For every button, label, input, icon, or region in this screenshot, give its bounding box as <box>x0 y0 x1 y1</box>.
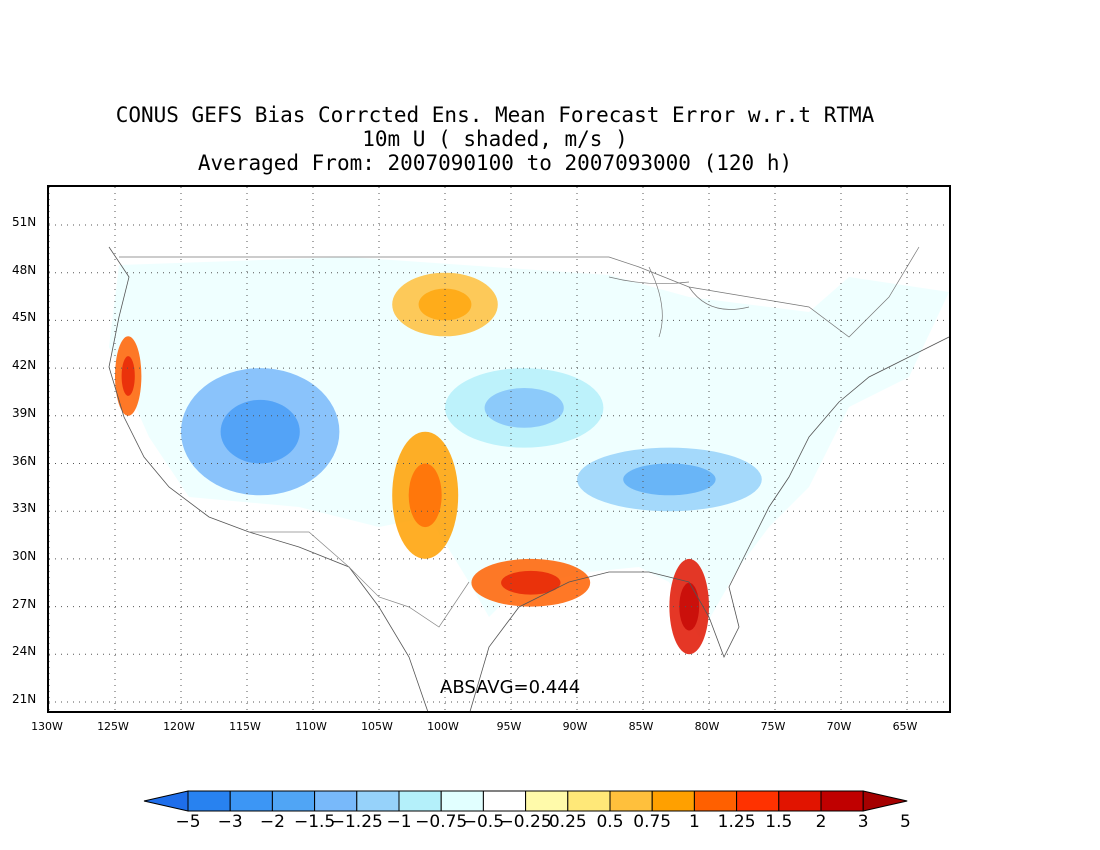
colorbar-box <box>356 790 400 812</box>
mexico-border <box>249 531 470 628</box>
colorbar <box>143 790 908 812</box>
colorbar-tick-label: 1 <box>688 812 700 832</box>
colorbar-tick-label: 0.25 <box>548 812 587 832</box>
map-title-line-3: Averaged From: 2007090100 to 2007093000 … <box>197 151 793 175</box>
colorbar-tick-label: −1 <box>386 812 412 832</box>
error-core-southern-plains-positive <box>408 463 442 528</box>
colorbar-tick-label: −0.5 <box>462 812 505 832</box>
lon-tick-label: 75W <box>760 720 786 733</box>
colorbar-tick-label: −0.25 <box>499 812 552 832</box>
lon-tick-label: 80W <box>694 720 720 733</box>
lon-tick-label: 110W <box>295 720 327 733</box>
colorbar-box <box>525 790 569 812</box>
lat-tick-label: 21N <box>12 692 37 706</box>
lon-tick-label: 65W <box>892 720 918 733</box>
colorbar-tick-label: 5 <box>899 812 911 832</box>
error-core-california-coast-positive <box>121 356 135 396</box>
forecast-error-map <box>49 187 949 711</box>
colorbar-box <box>736 790 780 812</box>
colorbar-box <box>609 790 653 812</box>
colorbar-box <box>398 790 442 812</box>
error-core-florida-positive <box>679 582 700 631</box>
lat-tick-label: 33N <box>12 501 37 516</box>
colorbar-tick-label: −2 <box>259 812 285 832</box>
colorbar-tick-label: −0.75 <box>415 812 468 832</box>
colorbar-tick-label: 3 <box>857 812 869 832</box>
colorbar-box <box>482 790 527 812</box>
lon-tick-label: 70W <box>826 720 852 733</box>
lon-tick-label: 105W <box>361 720 393 733</box>
colorbar-tick-label: −1.25 <box>330 812 383 832</box>
colorbar-tick-label: 1.5 <box>765 812 793 832</box>
great-lakes-outline <box>608 266 750 338</box>
lon-tick-label: 115W <box>229 720 261 733</box>
error-core-southeast-negative <box>623 463 716 496</box>
error-core-southwest-negative <box>220 399 300 464</box>
error-core-northern-plains-positive <box>418 288 472 321</box>
colorbar-tick-label: 0.5 <box>596 812 624 832</box>
colorbar-low-arrow <box>143 790 189 812</box>
lat-tick-label: 30N <box>12 548 37 563</box>
error-core-gulf-coast-positive <box>501 570 561 595</box>
colorbar-box <box>778 790 822 812</box>
colorbar-high-arrow <box>862 790 908 812</box>
colorbar-tick-label: −3 <box>217 812 243 832</box>
lat-tick-label: 39N <box>12 405 37 420</box>
lon-tick-label: 95W <box>496 720 522 733</box>
colorbar-tick-label: −5 <box>175 812 201 832</box>
colorbar-box <box>567 790 611 812</box>
colorbar-tick-label: −1.5 <box>293 812 336 832</box>
map-title-line-1: CONUS GEFS Bias Corrcted Ens. Mean Forec… <box>115 103 875 127</box>
lat-tick-label: 48N <box>12 262 37 277</box>
colorbar-tick-label: 1.25 <box>717 812 756 832</box>
lat-tick-label: 24N <box>12 644 37 659</box>
absavg-label: ABSAVG=0.444 <box>440 677 581 698</box>
lat-tick-label: 45N <box>12 310 37 325</box>
lat-tick-label: 51N <box>12 215 37 229</box>
colorbar-tick-label: 0.75 <box>633 812 672 832</box>
colorbar-box <box>651 790 695 812</box>
colorbar-box <box>271 790 316 812</box>
canada-border <box>119 246 920 338</box>
colorbar-box <box>440 790 484 812</box>
colorbar-box <box>229 790 273 812</box>
map-title-line-2: 10m U ( shaded, m/s ) <box>362 127 628 151</box>
colorbar-box <box>314 790 358 812</box>
lat-tick-label: 42N <box>12 358 37 373</box>
colorbar-tick-label: 2 <box>815 812 827 832</box>
lon-tick-label: 90W <box>562 720 588 733</box>
colorbar-box <box>693 790 738 812</box>
lon-tick-label: 130W <box>31 720 63 733</box>
error-core-plains-negative <box>484 387 564 428</box>
lat-tick-label: 27N <box>12 596 37 611</box>
colorbar-box <box>187 790 231 812</box>
lon-tick-label: 120W <box>163 720 195 733</box>
lon-tick-label: 85W <box>628 720 654 733</box>
map-panel <box>47 185 951 713</box>
colorbar-box <box>820 790 864 812</box>
lon-tick-label: 100W <box>427 720 459 733</box>
lat-tick-label: 36N <box>12 453 37 468</box>
lon-tick-label: 125W <box>97 720 129 733</box>
coastline <box>108 246 949 711</box>
